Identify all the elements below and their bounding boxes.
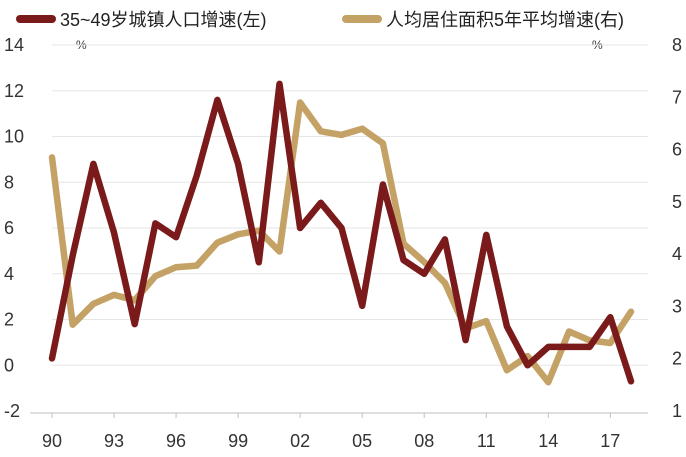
y-left-tick-label: 0 xyxy=(4,355,14,375)
x-tick-label: 90 xyxy=(42,431,62,451)
y-left-tick-label: 2 xyxy=(4,310,14,330)
y-left-tick-label: 8 xyxy=(4,172,14,192)
y-right-tick-label: 6 xyxy=(672,140,682,160)
y-right-tick-label: 1 xyxy=(672,401,682,421)
y-left-tick-label: 4 xyxy=(4,264,14,284)
y-left-tick-label: 14 xyxy=(4,35,24,55)
y-left-tick-label: 6 xyxy=(4,218,14,238)
legend-item-series-1: 35~49岁城镇人口增速(左) xyxy=(16,6,267,32)
legend-item-series-2: 人均居住面积5年平均增速(右) xyxy=(342,6,624,32)
y-right-tick-label: 3 xyxy=(672,296,682,316)
x-tick-label: 17 xyxy=(600,431,620,451)
y-left-tick-label: 10 xyxy=(4,127,24,147)
legend: 35~49岁城镇人口增速(左) 人均居住面积5年平均增速(右) xyxy=(0,6,686,34)
x-tick-label: 05 xyxy=(352,431,372,451)
y-left-tick-label: -2 xyxy=(4,401,20,421)
series-line-1 xyxy=(48,80,635,385)
y-right-tick-label: 7 xyxy=(672,87,682,107)
x-tick-label: 08 xyxy=(414,431,434,451)
legend-swatch-series-2 xyxy=(342,15,382,23)
y-left-tick-label: 12 xyxy=(4,81,24,101)
x-tick-label: 96 xyxy=(166,431,186,451)
y-right-tick-label: 5 xyxy=(672,192,682,212)
legend-label-series-2: 人均居住面积5年平均增速(右) xyxy=(386,10,624,30)
series-line-2 xyxy=(48,99,635,386)
x-tick-label: 02 xyxy=(290,431,310,451)
x-tick-label: 14 xyxy=(538,431,558,451)
y-right-tick-label: 2 xyxy=(672,349,682,369)
legend-label-series-1: 35~49岁城镇人口增速(左) xyxy=(60,10,267,30)
y-right-tick-label: 4 xyxy=(672,244,682,264)
x-tick-label: 99 xyxy=(228,431,248,451)
y-right-tick-label: 8 xyxy=(672,35,682,55)
x-tick-label: 93 xyxy=(104,431,124,451)
legend-swatch-series-1 xyxy=(16,15,56,23)
x-tick-label: 11 xyxy=(477,431,496,451)
